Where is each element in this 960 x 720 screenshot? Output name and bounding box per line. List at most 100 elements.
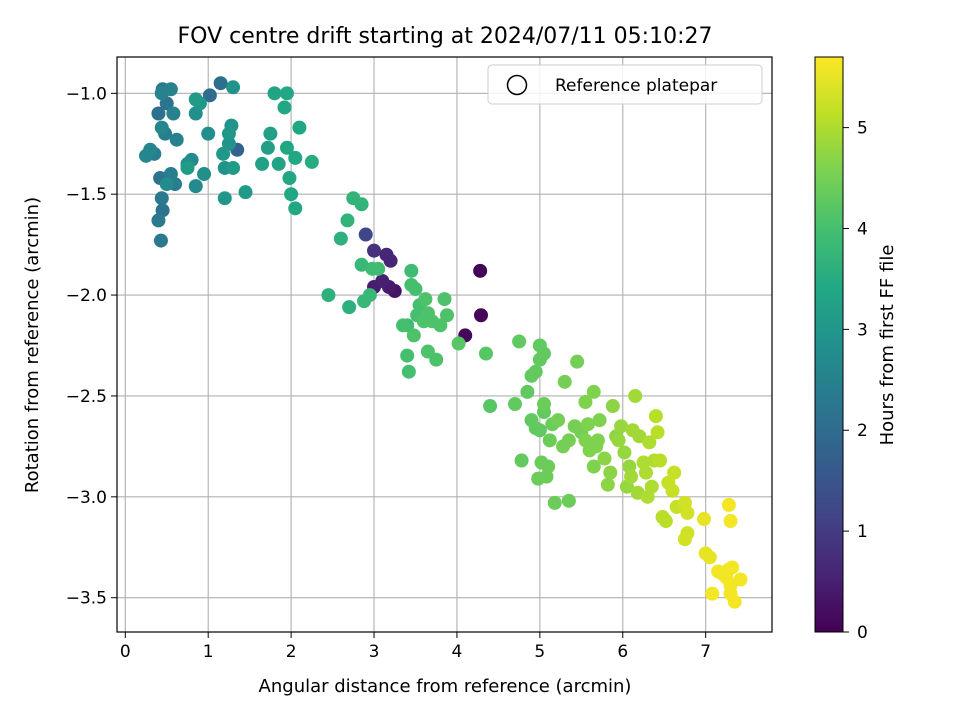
data-point: [603, 465, 618, 480]
data-point: [536, 397, 551, 412]
data-point: [226, 160, 241, 175]
data-point: [648, 409, 663, 424]
data-point: [288, 150, 303, 165]
data-point: [614, 419, 629, 434]
data-point: [557, 374, 572, 389]
data-point: [263, 126, 278, 141]
data-point: [658, 514, 673, 529]
data-point: [473, 308, 488, 323]
data-point: [358, 227, 373, 242]
colorbar-tick-label: 5: [857, 119, 868, 139]
data-point: [628, 388, 643, 403]
data-point: [143, 142, 158, 157]
data-point: [400, 348, 415, 363]
x-axis-label: Angular distance from reference (arcmin): [259, 676, 632, 697]
data-point: [541, 459, 556, 474]
data-point: [371, 261, 386, 276]
data-point: [473, 263, 488, 278]
x-tick-label: 6: [617, 642, 628, 662]
data-point: [216, 146, 231, 161]
data-point: [570, 354, 585, 369]
data-point: [151, 106, 166, 121]
data-point: [271, 156, 286, 171]
data-point: [590, 433, 605, 448]
data-point: [592, 413, 607, 428]
colorbar-tick-label: 2: [857, 421, 868, 441]
data-point: [642, 435, 657, 450]
data-point: [304, 154, 319, 169]
data-point: [561, 433, 576, 448]
data-point: [154, 86, 169, 101]
y-axis-label: Rotation from reference (arcmin): [22, 197, 43, 493]
data-point: [617, 445, 632, 460]
y-tick-label: −1.5: [66, 185, 107, 205]
y-tick-label: −2.0: [66, 286, 107, 306]
data-point: [367, 243, 382, 258]
data-point: [154, 191, 169, 206]
data-point: [238, 185, 253, 200]
data-point: [375, 273, 390, 288]
data-point: [279, 140, 294, 155]
data-point: [383, 253, 398, 268]
data-point: [333, 231, 348, 246]
data-point: [580, 417, 595, 432]
data-point: [217, 191, 232, 206]
data-point: [650, 425, 665, 440]
data-point: [342, 300, 357, 315]
data-point: [551, 413, 566, 428]
data-point: [578, 395, 593, 409]
data-point: [282, 171, 297, 186]
data-point: [528, 364, 543, 379]
data-point: [260, 140, 275, 155]
data-point: [702, 550, 717, 565]
data-point: [404, 263, 419, 278]
data-point: [677, 532, 692, 547]
data-point: [277, 100, 292, 115]
data-point: [507, 397, 522, 412]
legend-marker-open-circle: [506, 74, 528, 96]
data-point: [653, 453, 668, 468]
data-point: [226, 80, 241, 95]
y-tick-label: −3.0: [66, 488, 107, 508]
data-point: [680, 505, 695, 520]
data-point: [401, 364, 416, 379]
data-point: [586, 459, 601, 474]
x-axis-ticks: 0 1 2 3 4 5 6 7: [120, 632, 711, 662]
data-point: [357, 294, 372, 309]
x-tick-label: 0: [120, 642, 131, 662]
data-point: [624, 469, 639, 484]
data-point: [279, 86, 294, 101]
data-point: [478, 346, 493, 361]
data-point: [202, 88, 217, 103]
data-point: [725, 560, 740, 575]
colorbar-gradient: [814, 56, 844, 633]
data-point: [255, 156, 270, 171]
data-point: [665, 483, 680, 498]
data-point: [597, 451, 612, 466]
data-point: [697, 512, 712, 527]
chart-title: FOV centre drift starting at 2024/07/11 …: [178, 24, 713, 49]
data-point: [354, 197, 369, 212]
y-tick-label: −3.5: [66, 589, 107, 609]
data-point: [284, 187, 299, 202]
data-point: [644, 479, 659, 494]
grid-lines: [117, 57, 772, 632]
data-point: [292, 120, 307, 135]
y-axis-ticks: −1.0 −1.5 −2.0 −2.5 −3.0 −3.5: [66, 84, 117, 609]
data-point: [213, 76, 228, 91]
colorbar-tick-label: 0: [857, 623, 868, 643]
data-point: [528, 421, 543, 436]
plot-frame: [116, 56, 773, 633]
data-point: [221, 126, 236, 141]
data-point: [451, 336, 466, 351]
data-point: [354, 257, 369, 272]
x-tick-label: 1: [203, 642, 214, 662]
scatter-points: [139, 76, 748, 609]
data-point: [340, 213, 355, 228]
data-point: [611, 433, 626, 448]
data-point: [188, 179, 203, 194]
data-point: [197, 167, 212, 182]
data-point: [396, 318, 411, 333]
data-point: [721, 497, 736, 512]
